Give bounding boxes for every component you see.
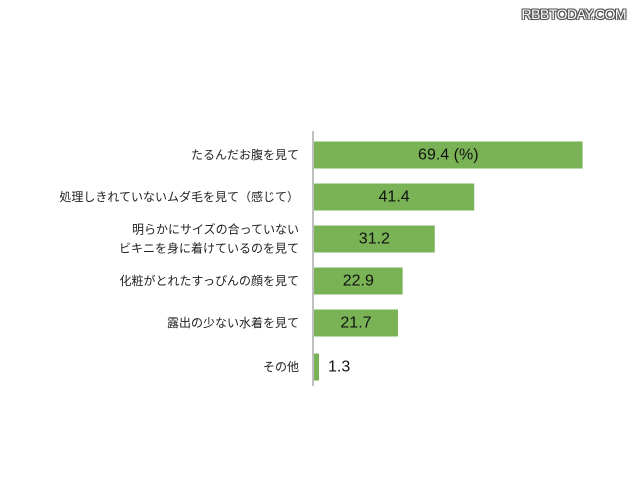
category-label-5: その他 xyxy=(263,360,299,374)
data-label-2: 31.2 xyxy=(359,231,390,248)
bar-3 xyxy=(314,267,403,295)
data-label-4: 21.7 xyxy=(340,315,371,332)
category-label-2-line-0: 明らかにサイズの合っていない xyxy=(132,222,299,237)
bar-0 xyxy=(314,141,583,169)
bar-4 xyxy=(314,309,398,337)
bar-2 xyxy=(314,225,435,253)
data-label-0: 69.4 (%) xyxy=(418,147,478,164)
category-label-1: 処理しきれていないムダ毛を見て（感じて） xyxy=(59,189,299,204)
bar-1 xyxy=(314,183,475,211)
data-label-1: 41.4 xyxy=(379,189,410,206)
category-label-0: たるんだお腹を見て xyxy=(191,148,299,162)
data-label-3: 22.9 xyxy=(343,273,374,290)
bar-5 xyxy=(314,353,320,381)
watermark: RBBTODAY.COM xyxy=(521,6,627,22)
data-label-5: 1.3 xyxy=(328,359,350,376)
category-label-4: 露出の少ない水着を見て xyxy=(167,315,299,330)
category-label-3: 化粧がとれたすっぴんの顔を見て xyxy=(119,273,299,288)
category-label-2-line-1: ビキニを身に着けているのを見て xyxy=(119,241,299,256)
